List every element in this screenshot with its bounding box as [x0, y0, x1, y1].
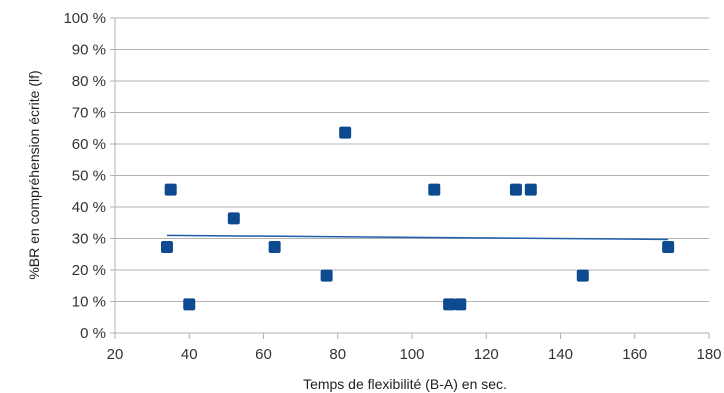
trendline-line — [166, 234, 669, 241]
y-tick-label: 70 % — [72, 105, 106, 122]
data-point — [509, 183, 522, 196]
data-point — [160, 241, 173, 254]
y-tick-label: 0 % — [80, 325, 106, 342]
y-tick-label: 80 % — [72, 73, 106, 90]
y-tick-label: 90 % — [72, 42, 106, 59]
y-tick-label: 20 % — [72, 262, 106, 279]
data-points — [160, 126, 675, 311]
data-point — [443, 298, 456, 311]
x-tick-label: 120 — [474, 346, 499, 363]
x-tick-label: 80 — [329, 346, 346, 363]
y-axis-title: %BR en compréhension écrite (lf) — [26, 70, 42, 279]
data-point — [183, 298, 196, 311]
y-tick-label: 100 % — [63, 10, 106, 27]
data-point — [339, 126, 352, 139]
x-tick-label: 60 — [255, 346, 272, 363]
data-point — [524, 183, 537, 196]
y-tick-label: 60 % — [72, 136, 106, 153]
y-tick-label: 30 % — [72, 231, 106, 248]
y-tick-label: 50 % — [72, 168, 106, 185]
x-tick-label: 140 — [548, 346, 573, 363]
y-tick-label: 10 % — [72, 294, 106, 311]
data-point — [227, 212, 240, 225]
data-point — [428, 183, 441, 196]
gridlines — [110, 17, 710, 339]
trendline — [166, 234, 669, 241]
data-point — [268, 241, 281, 254]
x-axis-title: Temps de flexibilité (B-A) en sec. — [303, 376, 507, 392]
x-tick-label: 160 — [622, 346, 647, 363]
data-point — [164, 183, 177, 196]
data-point — [454, 298, 467, 311]
data-point — [320, 269, 333, 282]
y-axis-tick-labels: 0 % 10 % 20 % 30 % 40 % 50 % 60 % 70 % 80 % 90 % 1… — [63, 10, 106, 342]
x-axis-tick-labels: 20 40 60 80 100 120 140 160 180 — [107, 346, 722, 363]
y-tick-label: 40 % — [72, 199, 106, 216]
x-tick-label: 20 — [107, 346, 124, 363]
x-tick-label: 40 — [181, 346, 198, 363]
x-tick-label: 100 — [399, 346, 424, 363]
data-point — [662, 241, 675, 254]
data-point — [576, 269, 589, 282]
x-tick-label: 180 — [696, 346, 721, 363]
